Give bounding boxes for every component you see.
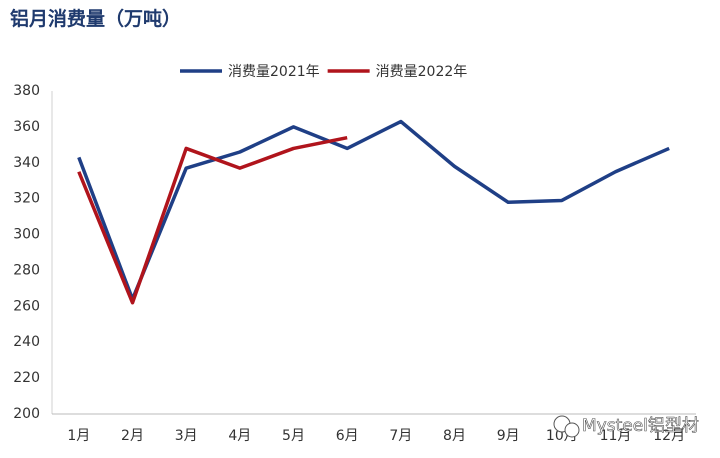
x-tick-label: 11月: [600, 428, 632, 444]
y-tick-label: 380: [13, 83, 40, 99]
series-line: [77, 119, 670, 301]
y-tick-label: 200: [13, 406, 40, 422]
watermark-icon: [553, 415, 580, 438]
x-tick-label: 12月: [653, 428, 685, 444]
y-tick-label: 300: [13, 227, 40, 243]
chart-title: 铝月消费量（万吨）: [10, 7, 181, 30]
y-tick-label: 320: [13, 191, 40, 207]
legend-label: 消费量2022年: [376, 64, 468, 80]
legend-label: 消费量2021年: [228, 64, 320, 80]
y-tick-label: 360: [13, 119, 40, 135]
x-tick-label: 9月: [497, 428, 520, 444]
y-tick-label: 220: [13, 370, 40, 386]
x-tick-label: 8月: [443, 428, 466, 444]
watermark: Mysteel铝型材: [582, 416, 699, 436]
series-line: [77, 135, 348, 305]
x-tick-label: 6月: [336, 428, 359, 444]
x-tick-label: 7月: [389, 428, 412, 444]
y-tick-label: 340: [13, 155, 40, 171]
x-tick-label: 4月: [228, 428, 251, 444]
x-tick-label: 3月: [175, 428, 198, 444]
x-tick-label: 1月: [67, 428, 90, 444]
y-tick-label: 280: [13, 262, 40, 278]
y-tick-label: 260: [13, 298, 40, 314]
x-tick-label: 2月: [121, 428, 144, 444]
y-tick-label: 240: [13, 334, 40, 350]
x-tick-label: 5月: [282, 428, 305, 444]
